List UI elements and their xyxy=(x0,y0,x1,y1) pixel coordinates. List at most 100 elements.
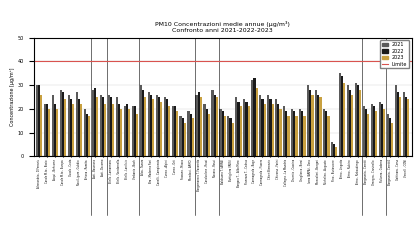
Bar xyxy=(275,99,277,156)
Title: PM10 Concentrazioni medie annue (μg/m³)
Confronto anni 2021-2022-2023: PM10 Concentrazioni medie annue (μg/m³) … xyxy=(155,21,290,33)
Bar xyxy=(136,114,138,156)
Bar xyxy=(38,85,40,156)
Bar xyxy=(211,90,213,156)
Bar xyxy=(285,111,287,156)
Bar xyxy=(259,95,261,156)
Bar xyxy=(264,104,266,156)
Bar xyxy=(205,109,208,156)
Bar xyxy=(319,97,322,156)
Bar xyxy=(208,114,210,156)
Bar xyxy=(371,104,373,156)
Bar xyxy=(142,90,144,156)
Bar xyxy=(379,102,381,156)
Bar xyxy=(92,90,94,156)
Bar xyxy=(339,73,341,156)
Bar xyxy=(391,123,393,156)
Bar xyxy=(52,95,54,156)
Bar xyxy=(405,97,407,156)
Bar xyxy=(407,99,409,156)
Bar xyxy=(269,99,271,156)
Bar xyxy=(235,97,237,156)
Bar xyxy=(295,116,298,156)
Bar xyxy=(176,111,178,156)
Bar xyxy=(96,97,98,156)
Bar xyxy=(118,104,120,156)
Bar xyxy=(293,111,295,156)
Bar xyxy=(389,118,391,156)
Bar xyxy=(335,147,338,156)
Bar xyxy=(123,107,126,156)
Bar xyxy=(383,109,385,156)
Bar xyxy=(243,99,245,156)
Bar xyxy=(327,116,330,156)
Bar xyxy=(261,99,263,156)
Bar xyxy=(237,102,240,156)
Y-axis label: Concentrazione [μg/m³]: Concentrazione [μg/m³] xyxy=(10,68,15,126)
Bar xyxy=(46,104,48,156)
Bar xyxy=(112,104,114,156)
Bar xyxy=(325,111,327,156)
Bar xyxy=(171,107,174,156)
Bar xyxy=(174,107,176,156)
Bar xyxy=(216,97,218,156)
Bar xyxy=(134,107,136,156)
Bar xyxy=(184,123,186,156)
Bar xyxy=(227,116,229,156)
Bar xyxy=(315,90,317,156)
Bar xyxy=(309,90,311,156)
Bar xyxy=(387,114,389,156)
Bar xyxy=(287,116,290,156)
Bar xyxy=(163,97,166,156)
Bar xyxy=(343,83,345,156)
Bar xyxy=(303,116,306,156)
Bar xyxy=(301,111,303,156)
Bar xyxy=(347,85,349,156)
Bar xyxy=(365,109,367,156)
Bar xyxy=(108,95,110,156)
Bar xyxy=(363,107,365,156)
Bar xyxy=(68,95,70,156)
Bar xyxy=(116,97,118,156)
Bar xyxy=(44,104,46,156)
Bar xyxy=(70,99,72,156)
Bar xyxy=(311,95,314,156)
Bar xyxy=(150,95,152,156)
Bar xyxy=(359,90,361,156)
Bar xyxy=(40,95,42,156)
Bar xyxy=(251,80,253,156)
Bar xyxy=(395,85,397,156)
Bar xyxy=(399,97,401,156)
Bar xyxy=(80,104,82,156)
Bar xyxy=(323,109,325,156)
Bar xyxy=(277,104,279,156)
Bar xyxy=(102,97,104,156)
Bar xyxy=(131,107,134,156)
Bar xyxy=(245,102,248,156)
Bar xyxy=(192,118,194,156)
Bar xyxy=(72,104,74,156)
Bar xyxy=(139,85,142,156)
Bar xyxy=(62,92,64,156)
Bar xyxy=(86,114,88,156)
Bar xyxy=(240,107,242,156)
Bar xyxy=(88,116,90,156)
Bar xyxy=(187,111,189,156)
Bar xyxy=(279,109,282,156)
Bar xyxy=(128,109,130,156)
Legend: 2021, 2022, 2023, Limite: 2021, 2022, 2023, Limite xyxy=(380,40,409,69)
Bar xyxy=(160,102,162,156)
Bar xyxy=(381,104,383,156)
Bar xyxy=(248,107,250,156)
Bar xyxy=(213,95,216,156)
Bar xyxy=(144,97,146,156)
Bar xyxy=(283,107,285,156)
Bar xyxy=(64,99,66,156)
Bar xyxy=(168,107,170,156)
Bar xyxy=(397,92,399,156)
Bar xyxy=(317,95,319,156)
Bar xyxy=(147,92,150,156)
Bar xyxy=(219,109,221,156)
Bar xyxy=(349,90,351,156)
Bar xyxy=(291,109,293,156)
Bar xyxy=(126,104,128,156)
